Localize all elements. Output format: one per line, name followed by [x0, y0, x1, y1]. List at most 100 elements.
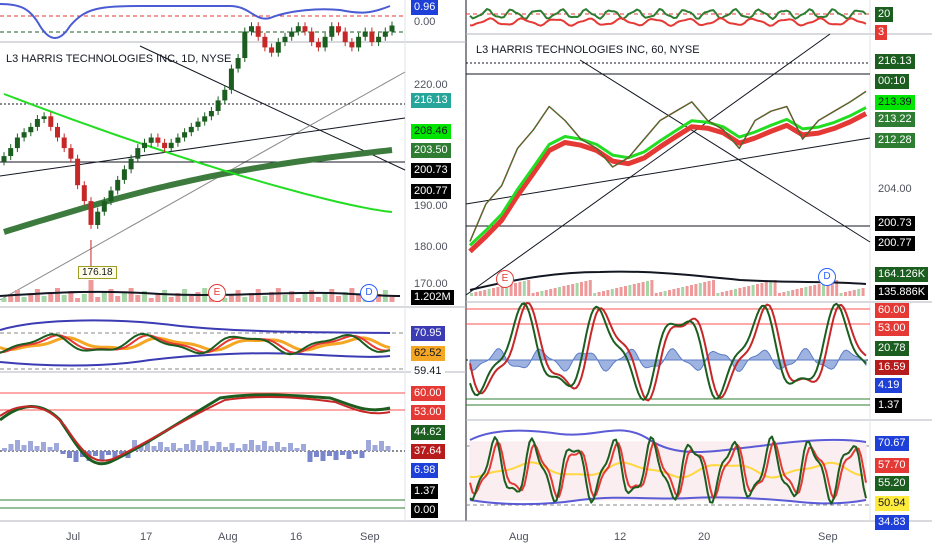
histogram-bar — [34, 446, 40, 451]
volume-bar — [101, 293, 107, 302]
sma-slow-line — [3, 147, 393, 235]
price-tag: 62.52 — [411, 346, 445, 361]
histogram-bar — [47, 447, 53, 451]
candle — [376, 36, 382, 43]
volume-bar — [826, 282, 830, 296]
price-tag: 60.00 — [875, 303, 909, 318]
price-tag: 34.83 — [875, 515, 909, 530]
volume-bar — [115, 296, 121, 302]
volume-bar — [34, 289, 40, 302]
price-tag: 50.94 — [875, 496, 909, 511]
osc-line — [0, 332, 391, 356]
volume-bar — [760, 283, 764, 296]
candle — [148, 137, 154, 143]
price-tag: 203.50 — [411, 143, 451, 158]
volume-bar — [712, 280, 715, 296]
candle — [41, 116, 47, 119]
histogram-bar — [275, 442, 280, 451]
volume-bar — [222, 298, 228, 302]
volume-bar — [505, 285, 509, 296]
volume-bar — [769, 281, 773, 296]
histogram-bar — [21, 445, 27, 451]
x-axis-tick: Aug — [509, 531, 529, 543]
volume-bar — [295, 298, 301, 302]
price-tag: 55.20 — [875, 476, 909, 491]
candle — [88, 201, 94, 225]
volume-bar — [580, 282, 583, 296]
histogram-bar — [229, 443, 235, 451]
x-axis-tick: 12 — [614, 531, 627, 543]
histogram-bar — [346, 451, 352, 459]
volume-bar — [148, 298, 154, 302]
trendline — [465, 137, 871, 205]
volume-bar — [315, 297, 321, 302]
volume-bar — [822, 283, 825, 296]
histogram-bar — [99, 451, 105, 460]
candle — [155, 137, 161, 143]
histogram-bar — [164, 447, 170, 451]
volume-bar — [1, 298, 7, 302]
candle — [128, 158, 134, 170]
osc-line — [469, 435, 867, 505]
trendline — [579, 59, 871, 243]
candle — [168, 142, 174, 149]
volume-bar — [41, 296, 47, 302]
candle — [135, 148, 141, 159]
histogram-bar — [177, 448, 183, 451]
histogram-bar — [138, 445, 144, 451]
histogram-bar — [190, 440, 196, 451]
volume-bar — [817, 284, 821, 296]
price-tag: 0.00 — [411, 503, 439, 518]
candle — [108, 190, 114, 202]
left-chart-title: L3 HARRIS TECHNOLOGIES INC, 1D, NYSE — [6, 53, 232, 65]
volume-bar — [808, 286, 812, 296]
volume-bar — [470, 293, 473, 296]
volume-bar — [791, 290, 795, 296]
volume-bar — [839, 293, 843, 296]
candle — [282, 36, 288, 43]
volume-bar — [487, 289, 491, 296]
histogram-bar — [125, 451, 131, 458]
volume-bar — [575, 283, 579, 296]
price-tag: 4.19 — [875, 378, 903, 393]
histogram-bar — [132, 440, 137, 451]
price-tag: 57.70 — [875, 458, 909, 473]
histogram-bar — [372, 445, 378, 451]
candle — [195, 121, 201, 127]
volume-bar — [188, 296, 194, 302]
volume-bar — [289, 291, 295, 302]
histogram-bar — [197, 445, 202, 451]
volume-bar — [703, 282, 707, 296]
volume-bar — [857, 289, 861, 296]
histogram-bar — [216, 442, 222, 451]
histogram-bar — [379, 441, 384, 451]
histogram-bar — [268, 446, 274, 451]
volume-bar — [690, 285, 693, 296]
histogram-bar — [151, 446, 157, 451]
price-tag: 60.00 — [411, 386, 445, 401]
price-tag: 00:10 — [875, 74, 909, 89]
volume-bar — [540, 291, 544, 296]
x-axis-tick: Aug — [218, 531, 238, 543]
volume-bar — [756, 284, 759, 296]
volume-bar — [571, 284, 575, 296]
candle — [48, 116, 54, 127]
volume-bar — [389, 297, 395, 302]
histogram-bar — [288, 443, 293, 451]
volume-bar — [518, 282, 522, 296]
candle — [208, 111, 214, 117]
volume-bar — [800, 288, 803, 296]
volume-bar — [349, 288, 355, 302]
volume-bar — [329, 289, 335, 302]
candle — [75, 158, 81, 186]
osc-line — [469, 17, 867, 27]
osc-line — [0, 334, 391, 354]
volume-bar — [376, 294, 382, 302]
volume-bar — [861, 288, 865, 296]
candle — [1, 156, 7, 162]
trendline — [0, 117, 406, 177]
volume-bar — [302, 294, 308, 302]
volume-bar — [606, 290, 610, 296]
candle — [249, 26, 254, 32]
